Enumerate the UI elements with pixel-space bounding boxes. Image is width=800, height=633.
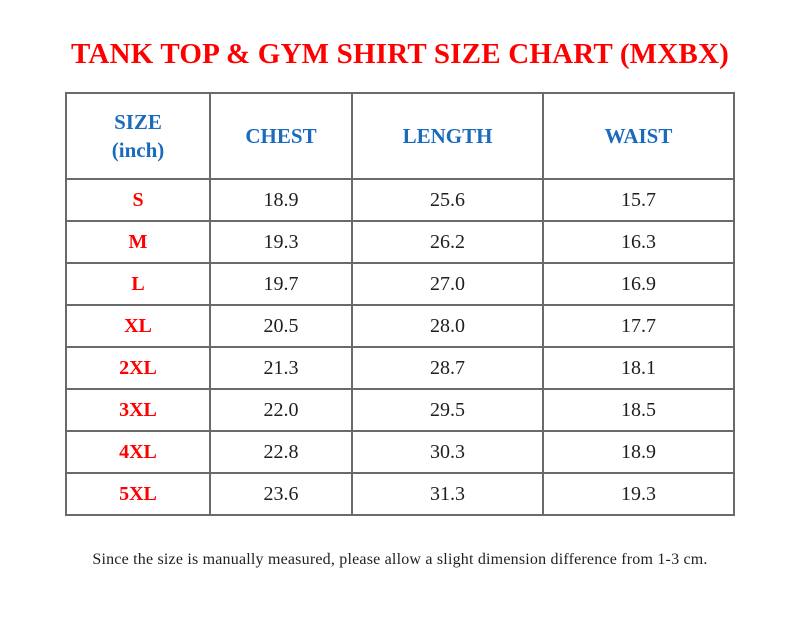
waist-value: 19.3 (542, 472, 735, 516)
chest-value: 22.0 (209, 388, 353, 432)
column-header-length: LENGTH (351, 92, 544, 180)
size-label: XL (65, 304, 211, 348)
size-label: S (65, 178, 211, 222)
table-row: XL 20.5 28.0 17.7 (65, 304, 735, 348)
header-row: SIZE (inch) CHEST LENGTH WAIST (65, 92, 735, 180)
length-value: 30.3 (351, 430, 544, 474)
size-header-line1: SIZE (114, 109, 162, 134)
chest-value: 18.9 (209, 178, 353, 222)
column-header-chest: CHEST (209, 92, 353, 180)
page-title: TANK TOP & GYM SHIRT SIZE CHART (MXBX) (71, 38, 729, 70)
waist-value: 18.1 (542, 346, 735, 390)
size-label: 2XL (65, 346, 211, 390)
size-label: 4XL (65, 430, 211, 474)
chest-value: 21.3 (209, 346, 353, 390)
table-row: S 18.9 25.6 15.7 (65, 178, 735, 222)
column-header-waist: WAIST (542, 92, 735, 180)
waist-value: 16.9 (542, 262, 735, 306)
size-chart-header: SIZE (inch) CHEST LENGTH WAIST (65, 92, 735, 180)
chest-value: 19.7 (209, 262, 353, 306)
table-row: 5XL 23.6 31.3 19.3 (65, 472, 735, 516)
table-row: 3XL 22.0 29.5 18.5 (65, 388, 735, 432)
column-header-size: SIZE (inch) (65, 92, 211, 180)
size-chart-table: SIZE (inch) CHEST LENGTH WAIST S 18.9 25… (65, 92, 735, 516)
length-value: 25.6 (351, 178, 544, 222)
size-chart-body: S 18.9 25.6 15.7 M 19.3 26.2 16.3 L 19.7… (65, 178, 735, 516)
table-row: 4XL 22.8 30.3 18.9 (65, 430, 735, 474)
length-value: 27.0 (351, 262, 544, 306)
waist-value: 15.7 (542, 178, 735, 222)
table-row: 2XL 21.3 28.7 18.1 (65, 346, 735, 390)
length-value: 28.0 (351, 304, 544, 348)
length-value: 29.5 (351, 388, 544, 432)
chest-value: 23.6 (209, 472, 353, 516)
table-row: M 19.3 26.2 16.3 (65, 220, 735, 264)
waist-value: 18.9 (542, 430, 735, 474)
table-row: L 19.7 27.0 16.9 (65, 262, 735, 306)
size-header-line2: (inch) (111, 138, 165, 162)
waist-value: 17.7 (542, 304, 735, 348)
chest-value: 22.8 (209, 430, 353, 474)
chest-value: 20.5 (209, 304, 353, 348)
length-value: 31.3 (351, 472, 544, 516)
size-label: L (65, 262, 211, 306)
size-label: 3XL (65, 388, 211, 432)
waist-value: 16.3 (542, 220, 735, 264)
measurement-disclaimer: Since the size is manually measured, ple… (92, 551, 708, 568)
size-label: 5XL (65, 472, 211, 516)
chest-value: 19.3 (209, 220, 353, 264)
size-label: M (65, 220, 211, 264)
length-value: 26.2 (351, 220, 544, 264)
length-value: 28.7 (351, 346, 544, 390)
waist-value: 18.5 (542, 388, 735, 432)
